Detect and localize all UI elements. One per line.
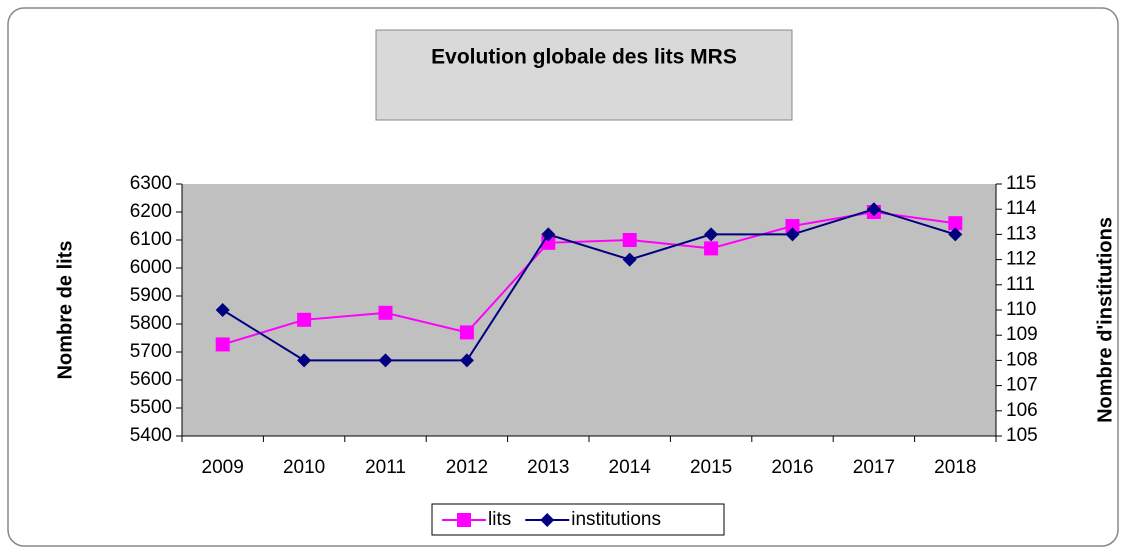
legend-marker xyxy=(540,513,555,527)
data-point xyxy=(215,303,230,317)
x-tick-label: 2010 xyxy=(283,457,325,478)
y-tick-label: 5600 xyxy=(130,369,172,390)
x-tick-label: 2012 xyxy=(446,457,488,478)
y2-tick-label: 109 xyxy=(1006,324,1038,345)
data-point xyxy=(297,353,312,368)
y-tick-label: 5700 xyxy=(130,341,172,362)
plot-area xyxy=(182,184,996,436)
data-point xyxy=(459,353,474,368)
y2-tick-label: 106 xyxy=(1006,400,1038,421)
y2-tick-label: 115 xyxy=(1006,173,1036,194)
y-tick-label: 6100 xyxy=(130,229,172,250)
y-tick-label: 6300 xyxy=(130,173,172,194)
data-point xyxy=(785,227,800,242)
x-tick-label: 2014 xyxy=(609,457,652,478)
y2-tick-label: 108 xyxy=(1006,349,1038,370)
x-tick-label: 2011 xyxy=(365,457,406,478)
data-point xyxy=(948,227,963,242)
data-point xyxy=(948,216,963,231)
y2-tick-label: 111 xyxy=(1006,274,1035,295)
y-axis-label: Nombre de lits xyxy=(54,241,76,380)
y2-tick-label: 112 xyxy=(1006,249,1036,270)
x-tick-label: 2013 xyxy=(527,457,569,478)
y2-tick-label: 114 xyxy=(1006,198,1037,219)
x-tick-label: 2017 xyxy=(853,457,895,478)
data-point xyxy=(704,241,719,256)
data-point xyxy=(459,325,474,340)
x-tick-label: 2009 xyxy=(202,457,244,478)
y2-tick-label: 113 xyxy=(1006,223,1036,244)
y2-axis-label: Nombre d'institutions xyxy=(1094,217,1116,423)
legend-label: lits xyxy=(488,509,511,530)
data-point xyxy=(622,252,637,267)
data-point xyxy=(378,353,393,368)
legend-marker xyxy=(457,513,471,527)
legend-label: institutions xyxy=(571,509,661,530)
data-point xyxy=(704,227,719,242)
series-line xyxy=(222,208,956,362)
y2-tick-label: 105 xyxy=(1006,425,1038,446)
y-tick-label: 5400 xyxy=(130,425,172,446)
data-point xyxy=(297,312,312,327)
data-point xyxy=(541,227,556,242)
x-tick-label: 2015 xyxy=(690,457,732,478)
y-tick-label: 6200 xyxy=(130,201,172,222)
y-tick-label: 5900 xyxy=(130,285,172,306)
title-box xyxy=(375,29,793,121)
y-tick-label: 5800 xyxy=(130,313,172,334)
y2-tick-label: 110 xyxy=(1006,299,1036,320)
data-point xyxy=(785,219,800,233)
x-tick-label: 2016 xyxy=(771,457,813,478)
data-point xyxy=(866,202,881,217)
x-tick-label: 2018 xyxy=(934,457,976,478)
data-point xyxy=(378,305,393,320)
data-point xyxy=(215,337,230,352)
y-tick-label: 5500 xyxy=(130,397,172,418)
chart-title: Evolution globale des lits MRS xyxy=(431,46,737,69)
y2-tick-label: 107 xyxy=(1006,375,1038,396)
y-tick-label: 6000 xyxy=(130,257,172,278)
series-line xyxy=(222,210,956,346)
data-point xyxy=(622,233,637,247)
